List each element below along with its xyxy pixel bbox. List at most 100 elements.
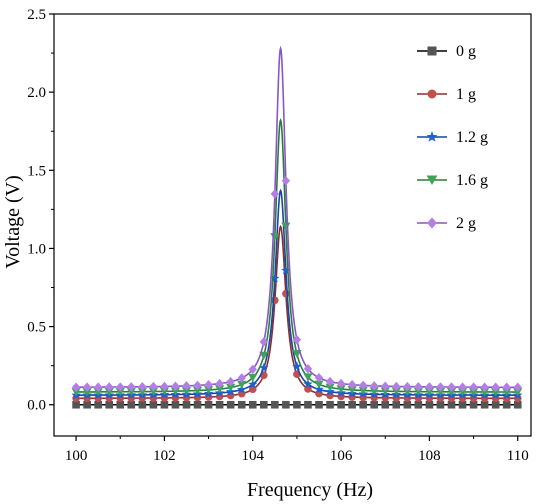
legend-item: 1.6 g — [417, 172, 488, 189]
legend-label: 1.2 g — [456, 129, 488, 146]
data-point — [491, 388, 501, 397]
data-point — [391, 387, 401, 396]
data-point — [149, 381, 158, 392]
data-point — [336, 378, 346, 389]
data-point — [83, 400, 91, 409]
data-point — [182, 381, 191, 391]
data-point — [127, 400, 136, 409]
data-point — [281, 175, 291, 186]
legend: 0 g 1 g 1.2 g 1.6 g 2 g — [417, 43, 488, 232]
data-point — [458, 400, 467, 409]
data-point — [392, 400, 401, 409]
data-point — [303, 364, 313, 374]
data-point — [171, 381, 180, 391]
data-point — [358, 380, 368, 391]
legend-marker — [427, 217, 437, 229]
legend-label: 1.6 g — [456, 172, 488, 189]
data-point — [248, 379, 258, 389]
data-point — [403, 381, 412, 392]
data-point — [403, 400, 412, 409]
data-point — [480, 400, 489, 409]
data-point — [436, 382, 445, 392]
data-point — [270, 273, 280, 283]
data-point — [469, 388, 479, 397]
y-tick-label: 1.5 — [27, 163, 46, 179]
data-point — [303, 373, 313, 382]
data-point — [193, 380, 202, 391]
data-point — [469, 400, 478, 409]
data-point — [93, 388, 103, 397]
data-point — [446, 388, 457, 397]
data-point — [226, 376, 235, 387]
plot-frame — [53, 13, 532, 437]
data-point — [237, 380, 247, 389]
data-point — [259, 351, 269, 360]
data-point — [370, 400, 379, 409]
legend-item: 2 g — [417, 215, 476, 232]
data-point — [160, 381, 169, 392]
data-point — [116, 400, 125, 409]
data-point — [193, 400, 202, 409]
data-point — [204, 386, 214, 395]
data-point — [392, 381, 401, 392]
data-point — [160, 400, 169, 409]
data-point — [425, 400, 434, 409]
data-point — [259, 400, 268, 409]
data-point — [248, 400, 257, 409]
legend-label: 2 g — [456, 215, 476, 232]
data-point — [337, 400, 345, 409]
legend-item: 0 g — [417, 43, 476, 60]
data-point — [115, 387, 125, 396]
legend-item: 1.2 g — [417, 129, 488, 146]
data-point — [314, 373, 324, 383]
data-point — [381, 381, 390, 391]
data-point — [226, 400, 235, 409]
series-1-6g — [71, 117, 523, 397]
series-0g — [72, 400, 522, 409]
data-point — [226, 383, 236, 392]
y-tick-label: 2.5 — [27, 7, 46, 23]
x-tick-label: 106 — [330, 448, 353, 464]
data-point — [447, 382, 456, 392]
data-point — [259, 362, 269, 372]
data-point — [259, 337, 268, 347]
data-point — [436, 400, 445, 409]
legend-label: 0 g — [456, 43, 476, 60]
data-point — [402, 387, 412, 396]
x-tick-label: 102 — [153, 448, 176, 464]
data-point — [469, 382, 478, 392]
data-point — [204, 379, 213, 390]
data-point — [347, 379, 357, 390]
data-point — [72, 400, 80, 409]
data-point — [82, 388, 92, 397]
data-point — [281, 265, 291, 275]
data-point — [171, 400, 180, 409]
data-point — [116, 382, 125, 392]
data-point — [93, 382, 103, 392]
y-axis-label: Voltage (V) — [2, 175, 24, 269]
x-tick-label: 100 — [65, 448, 88, 464]
series-1-2g — [71, 188, 523, 400]
data-point — [126, 387, 136, 396]
data-point — [292, 334, 302, 345]
data-point — [304, 400, 312, 409]
data-point — [181, 387, 192, 396]
data-point — [281, 222, 291, 231]
data-point — [71, 382, 81, 392]
data-point — [347, 386, 357, 395]
data-point — [237, 384, 247, 394]
x-tick-label: 108 — [418, 448, 441, 464]
data-point — [336, 385, 346, 394]
data-point — [326, 400, 334, 409]
series-1g — [72, 224, 522, 403]
data-point — [348, 400, 356, 409]
data-point — [458, 382, 467, 392]
data-point — [414, 400, 423, 409]
data-point — [127, 382, 136, 392]
data-point — [513, 400, 522, 409]
data-point — [204, 400, 213, 409]
data-point — [159, 387, 169, 396]
data-point — [502, 400, 511, 409]
data-point — [425, 382, 434, 392]
